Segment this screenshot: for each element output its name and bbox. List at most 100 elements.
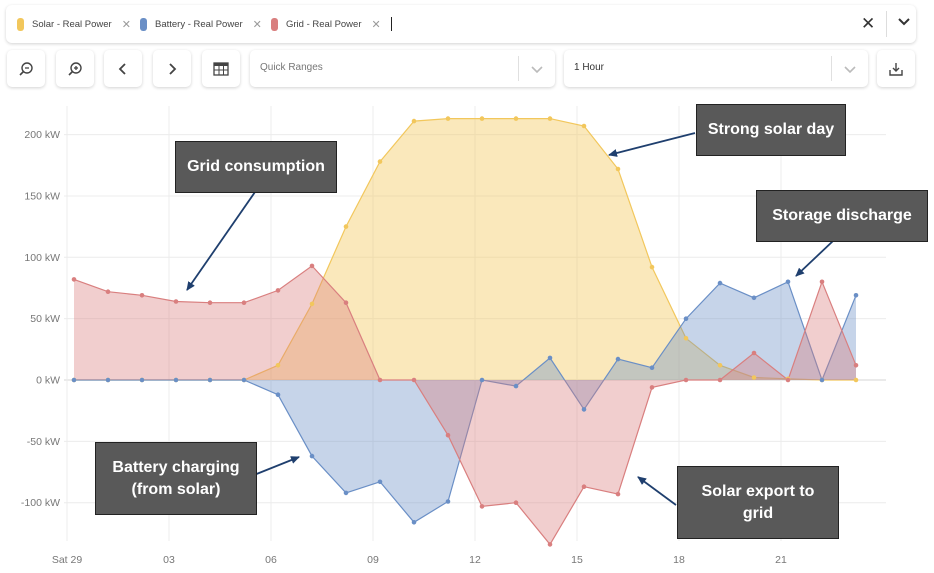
filter-chip-label: Battery - Real Power [155,18,243,30]
data-point[interactable] [547,542,553,547]
data-point[interactable] [547,116,553,121]
data-point[interactable] [173,377,179,383]
data-point[interactable] [275,363,281,368]
data-point[interactable] [853,377,859,383]
power-area-chart[interactable]: 200 kW 150 kW 100 kW 50 kW 0 kW -50 kW -100 kW… [0,96,934,573]
data-point[interactable] [479,116,485,121]
data-point[interactable] [377,377,383,383]
data-point[interactable] [71,377,77,383]
data-point[interactable] [343,300,349,305]
data-point[interactable] [445,116,451,121]
data-point[interactable] [479,377,485,383]
zoom-out-button[interactable] [7,50,45,87]
expand-chevron-down-icon[interactable] [897,15,911,34]
chevron-down-icon[interactable] [530,63,544,81]
data-point[interactable] [819,279,825,285]
filter-chip-solar[interactable]: Solar - Real Power ✕ [17,16,131,32]
data-point[interactable] [547,355,553,361]
data-point[interactable] [649,365,655,371]
data-point[interactable] [717,377,723,383]
data-point[interactable] [411,118,417,124]
chevron-down-icon[interactable] [843,63,857,81]
text-cursor[interactable] [391,17,392,31]
data-point[interactable] [853,363,859,368]
data-point[interactable] [105,289,111,294]
data-point[interactable] [751,375,757,380]
data-point[interactable] [717,280,723,286]
data-point[interactable] [751,350,757,356]
data-point[interactable] [615,491,621,497]
data-point[interactable] [717,363,723,368]
data-point[interactable] [309,453,315,459]
data-point[interactable] [649,385,655,390]
y-tick-label: 150 kW [24,190,60,202]
callout-solar-export: Solar export to grid [677,466,839,539]
data-point[interactable] [207,377,213,383]
download-button[interactable] [877,50,915,87]
data-point[interactable] [275,392,281,398]
data-point[interactable] [683,316,689,321]
data-point[interactable] [785,279,791,285]
previous-range-button[interactable] [104,50,142,87]
data-point[interactable] [71,277,77,282]
filter-chip-grid[interactable]: Grid - Real Power ✕ [271,16,381,32]
data-point[interactable] [513,500,519,506]
close-icon[interactable]: ✕ [252,18,262,31]
data-point[interactable] [173,299,179,304]
interval-select[interactable]: 1 Hour [564,50,868,87]
data-point[interactable] [581,123,587,129]
data-point[interactable] [377,159,383,164]
data-point[interactable] [343,490,349,496]
data-point[interactable] [411,520,417,525]
data-point[interactable] [581,407,587,412]
data-point[interactable] [581,484,587,490]
data-point[interactable] [309,263,315,269]
data-point[interactable] [751,295,757,301]
close-icon[interactable]: ✕ [121,18,131,31]
data-point[interactable] [683,336,689,341]
data-point[interactable] [343,224,349,229]
data-point[interactable] [649,264,655,270]
annotation-arrow [795,240,834,277]
annotation-arrow [186,191,256,291]
data-point[interactable] [377,479,383,485]
data-point[interactable] [275,288,281,293]
y-tick-label: 100 kW [24,252,60,264]
data-point[interactable] [513,116,519,121]
data-point[interactable] [445,499,451,504]
data-point[interactable] [241,377,247,383]
annotation-arrow [253,456,300,476]
close-icon[interactable]: ✕ [371,18,381,31]
x-tick-label: 15 [571,554,583,566]
data-point[interactable] [615,356,621,362]
data-point[interactable] [105,377,111,383]
data-point[interactable] [479,504,485,509]
data-point[interactable] [309,301,315,307]
table-view-button[interactable] [202,50,240,87]
series-filter-bar[interactable]: Solar - Real Power ✕ Battery - Real Powe… [6,5,916,43]
series-area-2 [74,265,856,545]
clear-filters-close-icon[interactable]: ✕ [861,14,876,33]
quick-ranges-select[interactable]: Quick Ranges [250,50,555,87]
data-point[interactable] [139,377,145,383]
data-point[interactable] [615,166,621,172]
data-point[interactable] [411,377,417,383]
data-point[interactable] [445,432,451,438]
series-area-1 [74,281,856,523]
data-point[interactable] [241,300,247,305]
battery-color-swatch [140,17,147,31]
callout-storage-discharge: Storage discharge [756,190,928,242]
divider [518,56,519,81]
zoom-in-button[interactable] [56,50,94,87]
data-point[interactable] [819,377,825,383]
filter-chip-battery[interactable]: Battery - Real Power ✕ [140,16,262,32]
data-point[interactable] [207,300,213,305]
data-point[interactable] [683,377,689,383]
callout-strong-solar-day: Strong solar day [696,104,846,156]
next-range-button[interactable] [153,50,191,87]
data-point[interactable] [513,383,519,389]
data-point[interactable] [785,377,791,383]
data-point[interactable] [139,293,145,298]
table-icon [213,61,229,76]
data-point[interactable] [853,293,859,298]
